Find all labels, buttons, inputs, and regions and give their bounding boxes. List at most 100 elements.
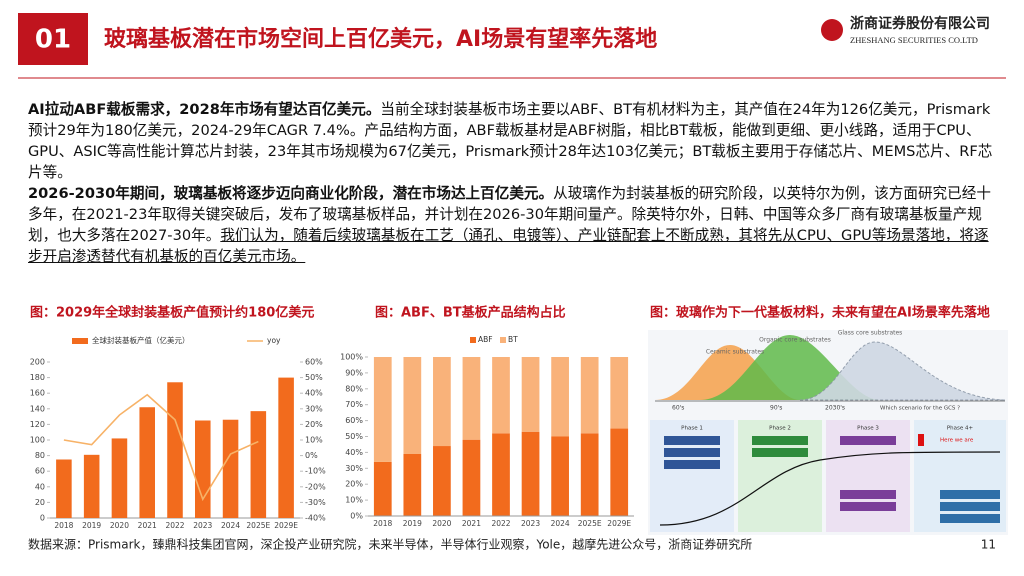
tick-label: 200 [30, 358, 45, 367]
bar-segment [551, 436, 569, 516]
bar [250, 411, 267, 518]
bar-segment [462, 439, 481, 516]
marker-label: Here we are [940, 438, 974, 444]
text-run: 从玻璃作为封装基板的研究阶段，以英特尔为例，该方面研究已经十多年，在2021-2… [28, 185, 991, 244]
era-label: 60's [672, 405, 684, 412]
item [940, 514, 1000, 523]
era-label: 90's [770, 405, 782, 412]
tick-label: 30% [305, 404, 323, 413]
legend-label: yoy [267, 336, 281, 345]
bar-segment [580, 433, 599, 516]
item [752, 448, 808, 457]
bar [56, 459, 72, 518]
logo-english: ZHESHANG SECURITIES CO.LTD [850, 35, 978, 45]
bar-segment [433, 357, 451, 447]
item [840, 490, 896, 499]
bar-segment [610, 428, 629, 516]
chart-title: 图：2029年全球封装基板产值预计约180亿美元 [30, 305, 314, 321]
item [840, 502, 896, 511]
legend-label: BT [508, 335, 518, 344]
x-tick-label: 2020 [110, 521, 129, 530]
curve-label: Glass core substrates [838, 330, 903, 337]
text-run: AI拉动ABF载板需求，2028年市场有望达百亿美元。 [28, 101, 381, 118]
bar-segment [433, 446, 451, 516]
tick-label: 90% [345, 368, 363, 377]
tick-label: 160 [30, 389, 45, 398]
item [940, 490, 1000, 499]
question: Which scenario for the GCS ? [880, 406, 960, 412]
paragraph: 2026-2030年期间，玻璃基板将逐步迈向商业化阶段，潜在市场达上百亿美元。从… [28, 183, 1000, 267]
line [63, 393, 259, 502]
legend-label: 全球封装基板产值（亿美元） [92, 335, 190, 345]
curve-label: Ceramic substrates [706, 349, 764, 356]
bar-segment [580, 357, 599, 434]
tick-label: 10% [345, 496, 363, 505]
x-tick-label: 2023 [193, 521, 212, 530]
tick-label: 50% [305, 373, 323, 382]
logo-icon [821, 19, 843, 41]
tick-label: 40% [305, 389, 323, 398]
tick-label: 40% [345, 448, 363, 457]
tick-label: 60% [345, 416, 363, 425]
bar-segment [610, 357, 629, 429]
item [840, 436, 896, 445]
tick-label: -20% [305, 482, 326, 491]
chart-title: 图：ABF、BT基板产品结构占比 [375, 305, 566, 321]
phase-label: Phase 3 [857, 426, 879, 432]
bar [111, 438, 128, 518]
tick-label: 100% [340, 353, 363, 362]
curve-label: Organic core substrates [759, 337, 831, 344]
legend-swatch [500, 337, 506, 343]
legend-label: ABF [478, 335, 493, 344]
section-number: 01 [35, 25, 71, 55]
tick-label: 20% [345, 480, 363, 489]
x-tick-label: 2022 [491, 519, 510, 528]
tick-label: -30% [305, 498, 326, 507]
bar-segment [492, 357, 510, 434]
tick-label: 30% [345, 464, 363, 473]
tick-label: 80 [35, 451, 45, 460]
bar-segment [521, 431, 540, 516]
x-tick-label: 2023 [521, 519, 540, 528]
tick-label: 20 [35, 498, 45, 507]
x-tick-label: 2018 [373, 519, 392, 528]
item [664, 436, 720, 445]
text-run: 当前全球封装基板市场主要以ABF、BT有机材料为主，其产值在24年为126亿美元… [28, 101, 993, 181]
tick-label: 140 [30, 404, 45, 413]
x-tick-label: 2021 [462, 519, 481, 528]
tick-label: 0% [305, 451, 318, 460]
x-tick-label: 2025E [578, 519, 602, 528]
tick-label: 80% [345, 384, 363, 393]
x-tick-label: 2019 [82, 521, 101, 530]
tick-label: 180 [30, 373, 45, 382]
bar-segment [551, 357, 569, 437]
tick-label: 60 [35, 467, 45, 476]
x-tick-label: 2029E [607, 519, 631, 528]
bar [167, 382, 183, 518]
tick-label: 10% [305, 436, 323, 445]
bar-segment [492, 433, 510, 516]
legend-swatch [72, 338, 88, 344]
bar [222, 419, 239, 518]
bar [83, 454, 100, 518]
tick-label: 70% [345, 400, 363, 409]
bar-segment [373, 357, 392, 462]
bar [278, 377, 294, 518]
tick-label: -10% [305, 467, 326, 476]
x-tick-label: 2024 [551, 519, 570, 528]
bar [139, 407, 155, 518]
item [752, 436, 808, 445]
x-tick-label: 2021 [138, 521, 157, 530]
x-tick-label: 2019 [403, 519, 422, 528]
tick-label: 120 [30, 420, 45, 429]
bar [195, 420, 211, 518]
x-tick-label: 2020 [432, 519, 451, 528]
number-box [18, 13, 88, 65]
bar-segment [462, 357, 481, 440]
marker-arrow [918, 434, 924, 446]
tick-label: 0% [350, 512, 363, 521]
item [940, 502, 1000, 511]
figure-title: 图：玻璃作为下一代基板材料，未来有望在AI场景率先落地 [650, 305, 990, 321]
page-number: 11 [981, 538, 996, 552]
